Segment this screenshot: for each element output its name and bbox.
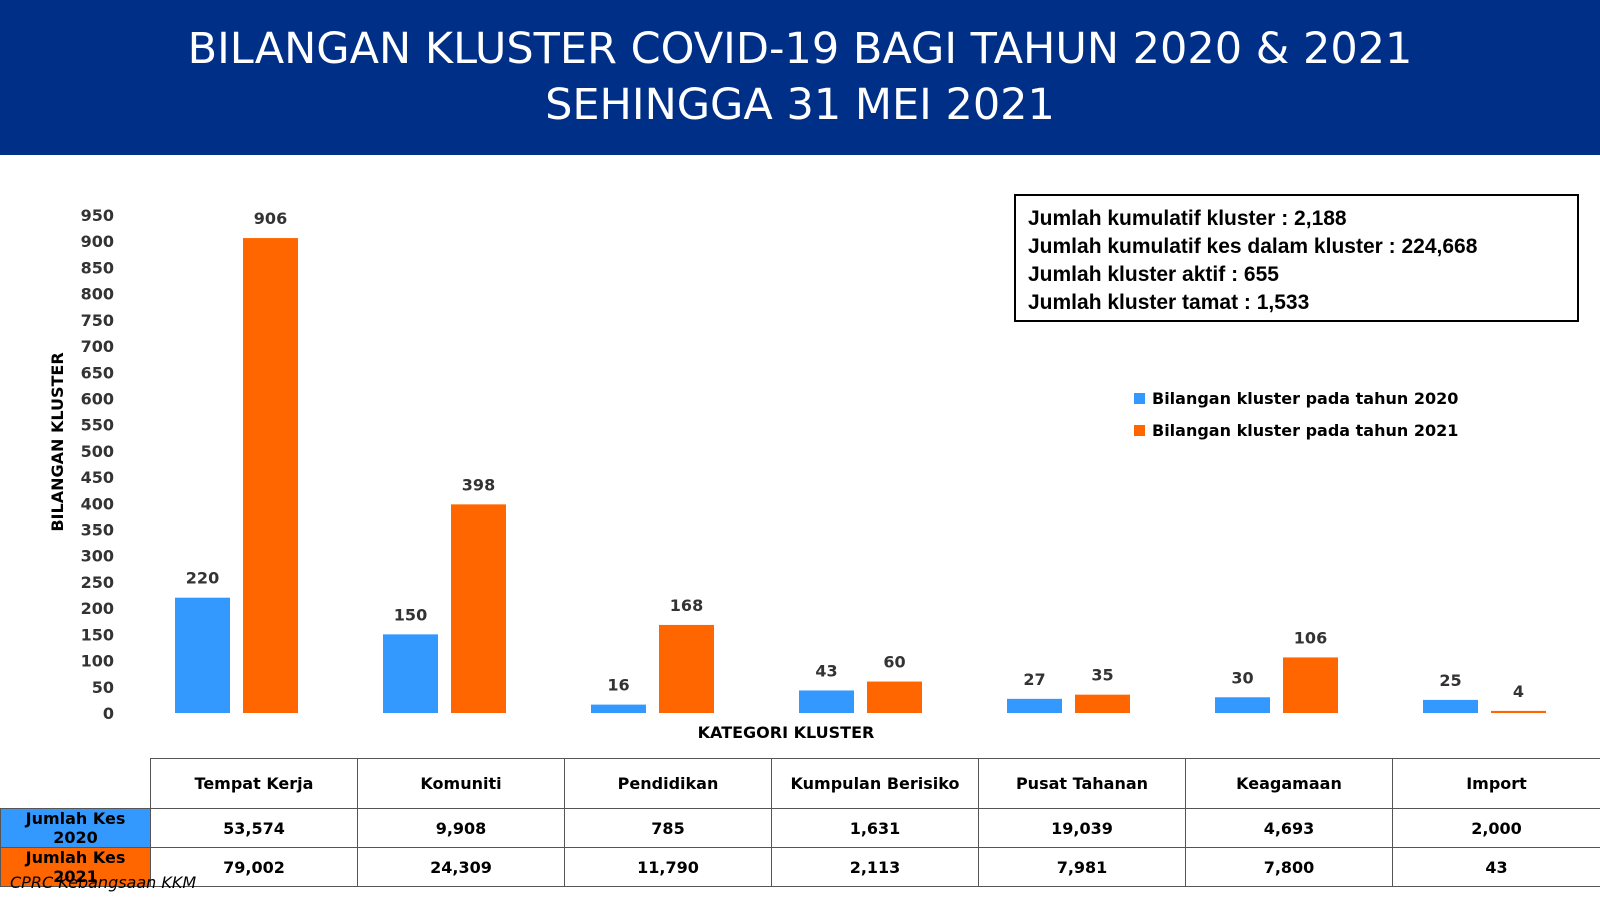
summary-active-clusters: Jumlah kluster aktif : 655: [1028, 263, 1279, 286]
y-tick-label: 950: [81, 206, 114, 225]
y-tick-label: 300: [81, 547, 114, 566]
table-header-cell: Keagamaan: [1185, 758, 1393, 809]
data-label: 43: [815, 661, 837, 680]
bar-2021: [1075, 694, 1130, 713]
data-label: 150: [394, 605, 427, 624]
y-tick-label: 50: [92, 678, 114, 697]
summary-ended-clusters: Jumlah kluster tamat : 1,533: [1028, 291, 1310, 314]
legend-swatch-2021: [1134, 424, 1145, 436]
legend-item-2021: Bilangan kluster pada tahun 2021: [1134, 414, 1458, 446]
data-label: 168: [670, 596, 703, 615]
bar-2020: [383, 634, 438, 713]
y-tick-label: 350: [81, 521, 114, 540]
y-tick-label: 100: [81, 652, 114, 671]
table-cell: 1,631: [771, 808, 979, 848]
y-tick-label: 750: [81, 311, 114, 330]
bar-2020: [591, 704, 646, 713]
table-cell: 79,002: [150, 847, 358, 887]
bar-2020: [1215, 697, 1270, 713]
y-tick-label: 650: [81, 363, 114, 382]
chart-title-line2: SEHINGGA 31 MEI 2021: [545, 80, 1055, 130]
table-header-row: Tempat Kerja Komuniti Pendidikan Kumpula…: [0, 758, 1600, 809]
table-cell: 2,113: [771, 847, 979, 887]
x-axis-label: KATEGORI KLUSTER: [698, 723, 875, 742]
legend-label-2020: Bilangan kluster pada tahun 2020: [1152, 388, 1459, 408]
table-cell: 24,309: [357, 847, 565, 887]
row-label-2020: Jumlah Kes 2020: [0, 808, 151, 848]
y-tick-label: 200: [81, 599, 114, 618]
bar-2020: [1007, 698, 1062, 713]
bar-2020: [1423, 699, 1478, 713]
bar-chart: 0 50 100 150 200 250 300 350 400 450 500 550 600 650 7…: [48, 206, 1546, 742]
bar-2021: [1283, 657, 1338, 713]
bar-2021: [1491, 710, 1546, 713]
y-tick-label: 500: [81, 442, 114, 461]
data-label: 4: [1513, 682, 1524, 701]
table-cell: 785: [564, 808, 772, 848]
y-tick-label: 700: [81, 337, 114, 356]
y-tick-label: 850: [81, 258, 114, 277]
legend-label-2021: Bilangan kluster pada tahun 2021: [1152, 420, 1459, 440]
summary-cumulative-clusters: Jumlah kumulatif kluster : 2,188: [1028, 207, 1347, 230]
legend-item-2020: Bilangan kluster pada tahun 2020: [1134, 382, 1458, 414]
table-header-cell: Komuniti: [357, 758, 565, 809]
bar-2020: [175, 597, 230, 713]
table-header-cell: Kumpulan Berisiko: [771, 758, 979, 809]
y-tick-label: 400: [81, 494, 114, 513]
row-label-2021: Jumlah Kes 2021: [0, 847, 151, 887]
y-tick-label: 0: [103, 704, 114, 723]
table-cell: 2,000: [1392, 808, 1600, 848]
bar-2021: [659, 624, 714, 713]
table-header-cell: Pusat Tahanan: [978, 758, 1186, 809]
data-label: 30: [1231, 668, 1253, 687]
table-cell: 19,039: [978, 808, 1186, 848]
bar-2021: [451, 504, 506, 713]
y-tick-label: 450: [81, 468, 114, 487]
bar-2020: [799, 690, 854, 713]
table-cell: 11,790: [564, 847, 772, 887]
data-label: 25: [1439, 671, 1461, 690]
table-header-cell: Tempat Kerja: [150, 758, 358, 809]
bar-2021: [867, 681, 922, 713]
table-row-2021: Jumlah Kes 2021 79,002 24,309 11,790 2,1…: [0, 847, 1600, 887]
data-label: 27: [1023, 670, 1045, 689]
table-cell: 4,693: [1185, 808, 1393, 848]
y-tick-label: 800: [81, 285, 114, 304]
table-corner: [0, 758, 151, 809]
y-tick-label: 150: [81, 625, 114, 644]
cases-table: Tempat Kerja Komuniti Pendidikan Kumpula…: [0, 758, 1600, 887]
y-tick-label: 550: [81, 416, 114, 435]
header-banner: BILANGAN KLUSTER COVID-19 BAGI TAHUN 202…: [0, 0, 1600, 155]
table-cell: 43: [1392, 847, 1600, 887]
y-axis-label: BILANGAN KLUSTER: [48, 352, 67, 531]
table-row-2020: Jumlah Kes 2020 53,574 9,908 785 1,631 1…: [0, 808, 1600, 848]
data-label: 398: [462, 475, 495, 494]
data-label: 60: [883, 653, 905, 672]
summary-box: Jumlah kumulatif kluster : 2,188 Jumlah …: [1014, 194, 1579, 322]
table-cell: 9,908: [357, 808, 565, 848]
data-label: 35: [1091, 666, 1113, 685]
y-tick-label: 600: [81, 389, 114, 408]
data-label: 16: [607, 676, 629, 695]
chart-title-line1: BILANGAN KLUSTER COVID-19 BAGI TAHUN 202…: [187, 24, 1413, 74]
bar-2021: [243, 238, 298, 714]
table-header-cell: Import: [1392, 758, 1600, 809]
table-cell: 7,981: [978, 847, 1186, 887]
legend-swatch-2020: [1134, 392, 1145, 404]
table-header-cell: Pendidikan: [564, 758, 772, 809]
data-label: 220: [186, 569, 219, 588]
y-tick-label: 250: [81, 573, 114, 592]
table-cell: 7,800: [1185, 847, 1393, 887]
table-cell: 53,574: [150, 808, 358, 848]
data-label: 106: [1294, 628, 1327, 647]
data-label: 906: [254, 209, 287, 228]
chart-legend: Bilangan kluster pada tahun 2020 Bilanga…: [1134, 382, 1458, 446]
source-note: CPRC Kebangsaan KKM: [10, 873, 197, 892]
summary-cumulative-cases: Jumlah kumulatif kes dalam kluster : 224…: [1028, 235, 1478, 258]
y-tick-label: 900: [81, 232, 114, 251]
